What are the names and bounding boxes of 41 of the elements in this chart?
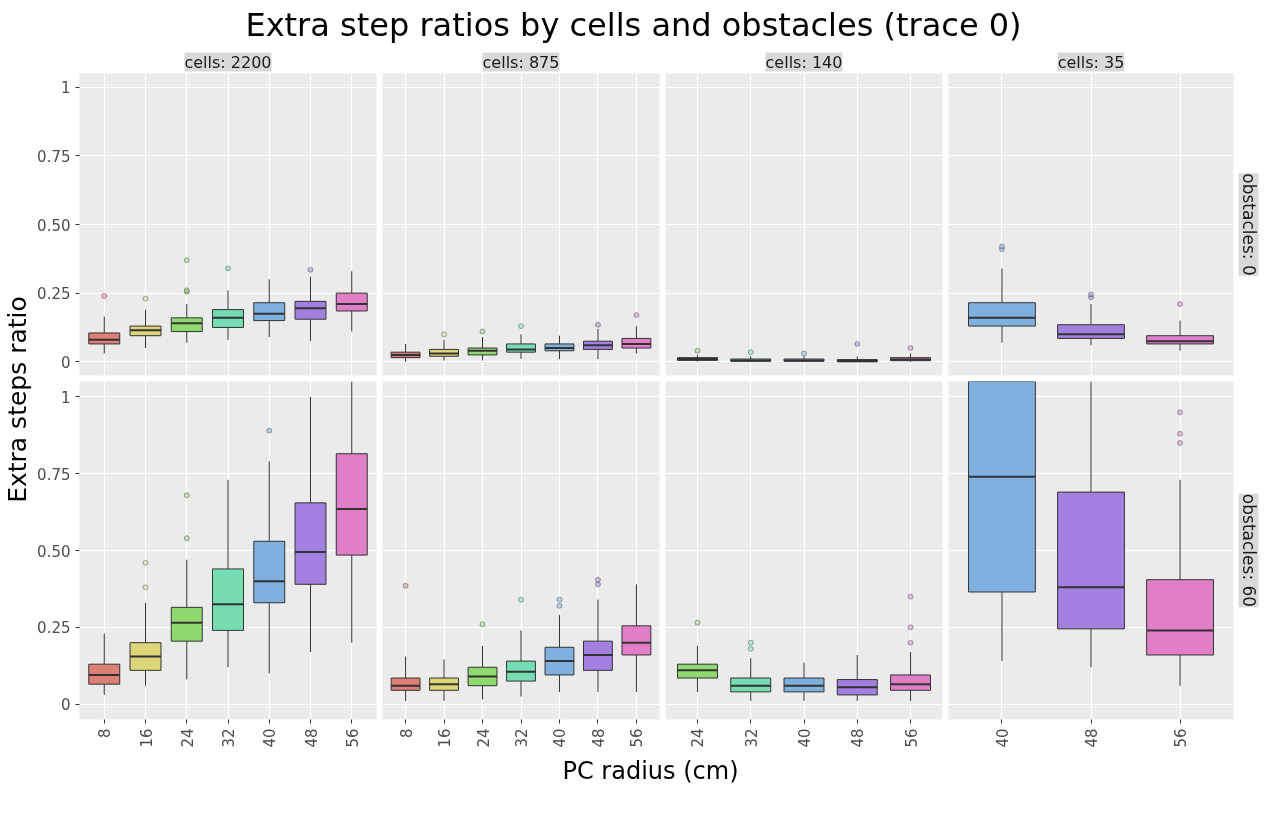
chart-title: cells: 140 bbox=[765, 52, 843, 72]
x-tick-label: 56 bbox=[902, 728, 921, 748]
y-tick-label: 0 bbox=[60, 696, 71, 715]
text: Extra steps ratio bbox=[3, 296, 32, 503]
x-tick-label: 56 bbox=[628, 728, 647, 748]
x-tick-label: 32 bbox=[513, 728, 531, 748]
x-tick-label: 16 bbox=[436, 728, 455, 748]
y-tick-label: 1 bbox=[60, 388, 71, 407]
x-tick-label: 48 bbox=[1083, 728, 1101, 748]
x-tick-label: 48 bbox=[302, 728, 321, 748]
x-tick-label: 48 bbox=[589, 728, 608, 748]
text: Extra step ratios by cells and obstacles (trace 0) bbox=[245, 5, 1022, 44]
y-tick-label: 0 bbox=[60, 353, 71, 372]
x-tick-label: 40 bbox=[261, 728, 280, 748]
y-tick-label: 0.50 bbox=[37, 216, 71, 235]
x-tick-label: 8 bbox=[397, 728, 416, 739]
x-tick-label: 40 bbox=[551, 728, 570, 748]
chart-title: cells: 875 bbox=[482, 52, 560, 72]
y-tick-label: 0.25 bbox=[37, 619, 71, 638]
x-tick-label: 24 bbox=[178, 728, 197, 748]
x-tick-label: 8 bbox=[96, 728, 115, 739]
x-tick-label: 32 bbox=[220, 728, 238, 748]
y-tick-label: 1 bbox=[60, 79, 71, 98]
x-tick-label: 56 bbox=[343, 728, 362, 748]
x-tick-label: 24 bbox=[474, 728, 493, 748]
chart-title: cells: 2200 bbox=[184, 52, 272, 72]
y-tick-label: 0.75 bbox=[37, 465, 71, 484]
x-tick-label: 56 bbox=[1172, 728, 1191, 748]
y2-axis-title: obstacles: 60 bbox=[1238, 493, 1259, 608]
y-tick-label: 0.75 bbox=[37, 147, 71, 166]
x-tick-label: 40 bbox=[993, 728, 1012, 748]
y2-axis-title: obstacles: 0 bbox=[1238, 173, 1259, 276]
x-tick-label: 40 bbox=[796, 728, 814, 748]
x-tick-label: 32 bbox=[742, 728, 761, 748]
x-tick-label: 16 bbox=[137, 728, 156, 748]
x-tick-label: 24 bbox=[689, 728, 708, 748]
y-tick-label: 0.50 bbox=[37, 542, 71, 561]
chart-title: cells: 35 bbox=[1057, 52, 1125, 72]
text: PC radius (cm) bbox=[562, 756, 739, 785]
x-tick-label: 48 bbox=[849, 728, 868, 748]
y-tick-label: 0.25 bbox=[37, 285, 71, 304]
